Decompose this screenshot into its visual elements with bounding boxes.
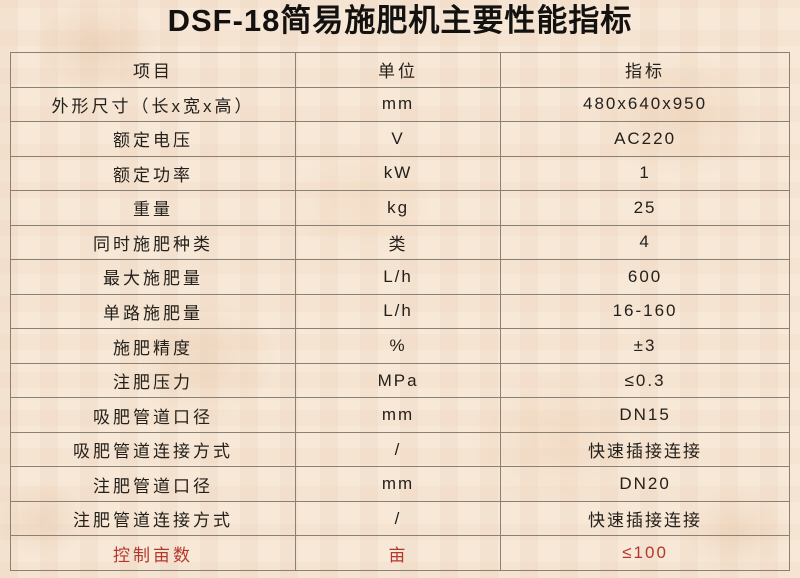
header-unit: 单位 xyxy=(294,53,502,87)
unit-cell: 类 xyxy=(294,225,502,260)
table-row: 施肥精度 % ±3 xyxy=(11,328,789,363)
table-row: 额定电压 V AC220 xyxy=(11,121,789,156)
unit-cell: 亩 xyxy=(294,536,502,570)
value-cell: 25 xyxy=(633,197,657,217)
item-cell: 注肥管道连接方式 xyxy=(72,511,233,531)
page-title: DSF-18简易施肥机主要性能指标 xyxy=(167,3,633,38)
header-value: 指标 xyxy=(625,62,666,82)
table-row: 外形尺寸（长x宽x高） mm 480x640x950 xyxy=(11,86,789,122)
item-cell: 控制亩数 xyxy=(112,545,193,565)
table-row: 单路施肥量 L/h 16-160 xyxy=(11,293,789,329)
unit-cell: / xyxy=(294,501,502,536)
value-cell: 480x640x950 xyxy=(583,94,708,114)
unit-cell: mm xyxy=(294,398,502,432)
value-cell: DN20 xyxy=(619,474,671,494)
value-cell: 快速插接连接 xyxy=(588,511,703,531)
value-cell: ±3 xyxy=(633,336,657,356)
unit-cell: mm xyxy=(294,467,502,501)
table-row: 同时施肥种类 类 4 xyxy=(11,224,789,260)
spec-table: 项目 单位 指标 外形尺寸（长x宽x高） mm 480x640x950 额定电压… xyxy=(10,52,790,571)
table-row: 重量 kg 25 xyxy=(11,190,789,225)
table-row: 控制亩数 亩 ≤100 xyxy=(11,535,789,570)
unit-cell: MPa xyxy=(294,363,502,398)
item-cell: 注肥压力 xyxy=(112,373,193,393)
table-row: 吸肥管道口径 mm DN15 xyxy=(11,397,789,432)
item-cell: 外形尺寸（长x宽x高） xyxy=(51,96,255,116)
unit-cell: L/h xyxy=(294,294,502,329)
unit-cell: / xyxy=(294,432,502,467)
value-cell: 4 xyxy=(639,232,651,252)
value-cell: 16-160 xyxy=(612,301,678,321)
value-cell: ≤100 xyxy=(622,543,668,563)
table-row: 注肥压力 MPa ≤0.3 xyxy=(11,362,789,398)
header-item: 项目 xyxy=(132,62,173,82)
item-cell: 吸肥管道连接方式 xyxy=(72,442,233,462)
item-cell: 额定电压 xyxy=(112,131,193,151)
item-cell: 注肥管道口径 xyxy=(92,476,213,496)
value-cell: 600 xyxy=(627,266,663,286)
value-cell: DN15 xyxy=(619,405,671,425)
unit-cell: kg xyxy=(294,191,502,225)
unit-cell: mm xyxy=(294,87,502,122)
table-row: 最大施肥量 L/h 600 xyxy=(11,259,789,294)
item-cell: 重量 xyxy=(132,200,173,220)
item-cell: 最大施肥量 xyxy=(102,269,203,289)
value-cell: 快速插接连接 xyxy=(588,442,703,462)
table-row: 额定功率 kW 1 xyxy=(11,155,789,191)
unit-cell: V xyxy=(294,122,502,156)
item-cell: 吸肥管道口径 xyxy=(92,407,213,427)
value-cell: AC220 xyxy=(614,128,677,148)
table-header-row: 项目 单位 指标 xyxy=(11,53,789,87)
item-cell: 单路施肥量 xyxy=(102,303,203,323)
table-row: 注肥管道连接方式 / 快速插接连接 xyxy=(11,500,789,536)
table-row: 吸肥管道连接方式 / 快速插接连接 xyxy=(11,431,789,467)
value-cell: ≤0.3 xyxy=(624,370,666,390)
unit-cell: kW xyxy=(294,156,502,191)
item-cell: 同时施肥种类 xyxy=(92,234,213,254)
item-cell: 施肥精度 xyxy=(112,338,193,358)
table-row: 注肥管道口径 mm DN20 xyxy=(11,466,789,501)
item-cell: 额定功率 xyxy=(112,165,193,185)
value-cell: 1 xyxy=(639,163,651,183)
unit-cell: % xyxy=(294,329,502,363)
unit-cell: L/h xyxy=(294,260,502,294)
